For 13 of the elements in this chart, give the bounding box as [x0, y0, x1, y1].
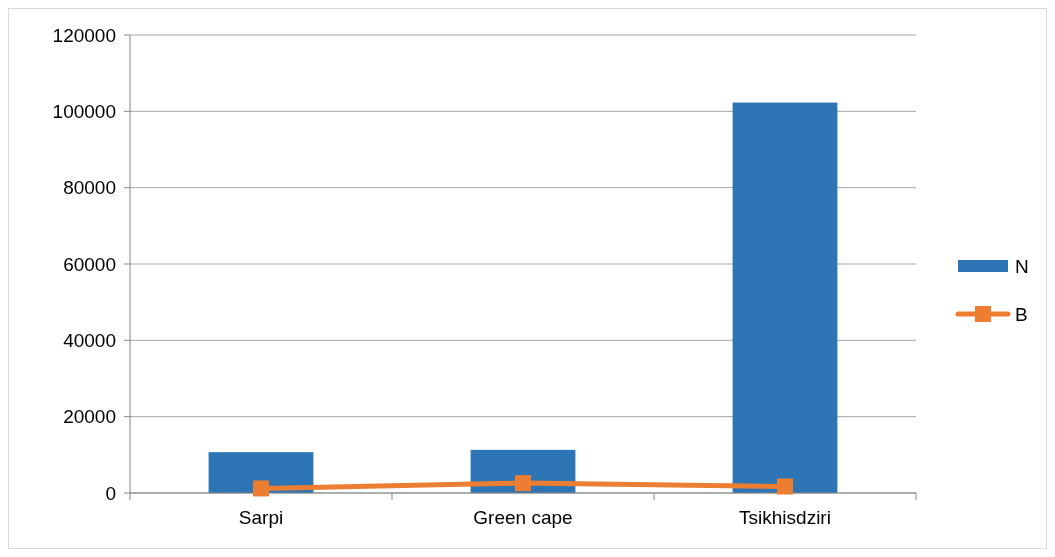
x-tick-label: Sarpi	[238, 507, 284, 528]
x-tick-label: Green cape	[473, 507, 573, 528]
y-tick-label: 0	[105, 482, 116, 504]
legend-label: B	[1015, 303, 1028, 325]
y-tick-label: 120000	[52, 24, 116, 46]
y-tick-label: 60000	[63, 253, 116, 275]
bar	[732, 102, 838, 493]
x-tick-label: Tsikhisdziri	[739, 507, 831, 528]
legend-label: N	[1015, 255, 1029, 277]
y-tick-label: 40000	[63, 329, 116, 351]
y-tick-label: 100000	[52, 100, 116, 122]
y-tick-label: 80000	[63, 177, 116, 199]
y-tick-label: 20000	[63, 406, 116, 428]
